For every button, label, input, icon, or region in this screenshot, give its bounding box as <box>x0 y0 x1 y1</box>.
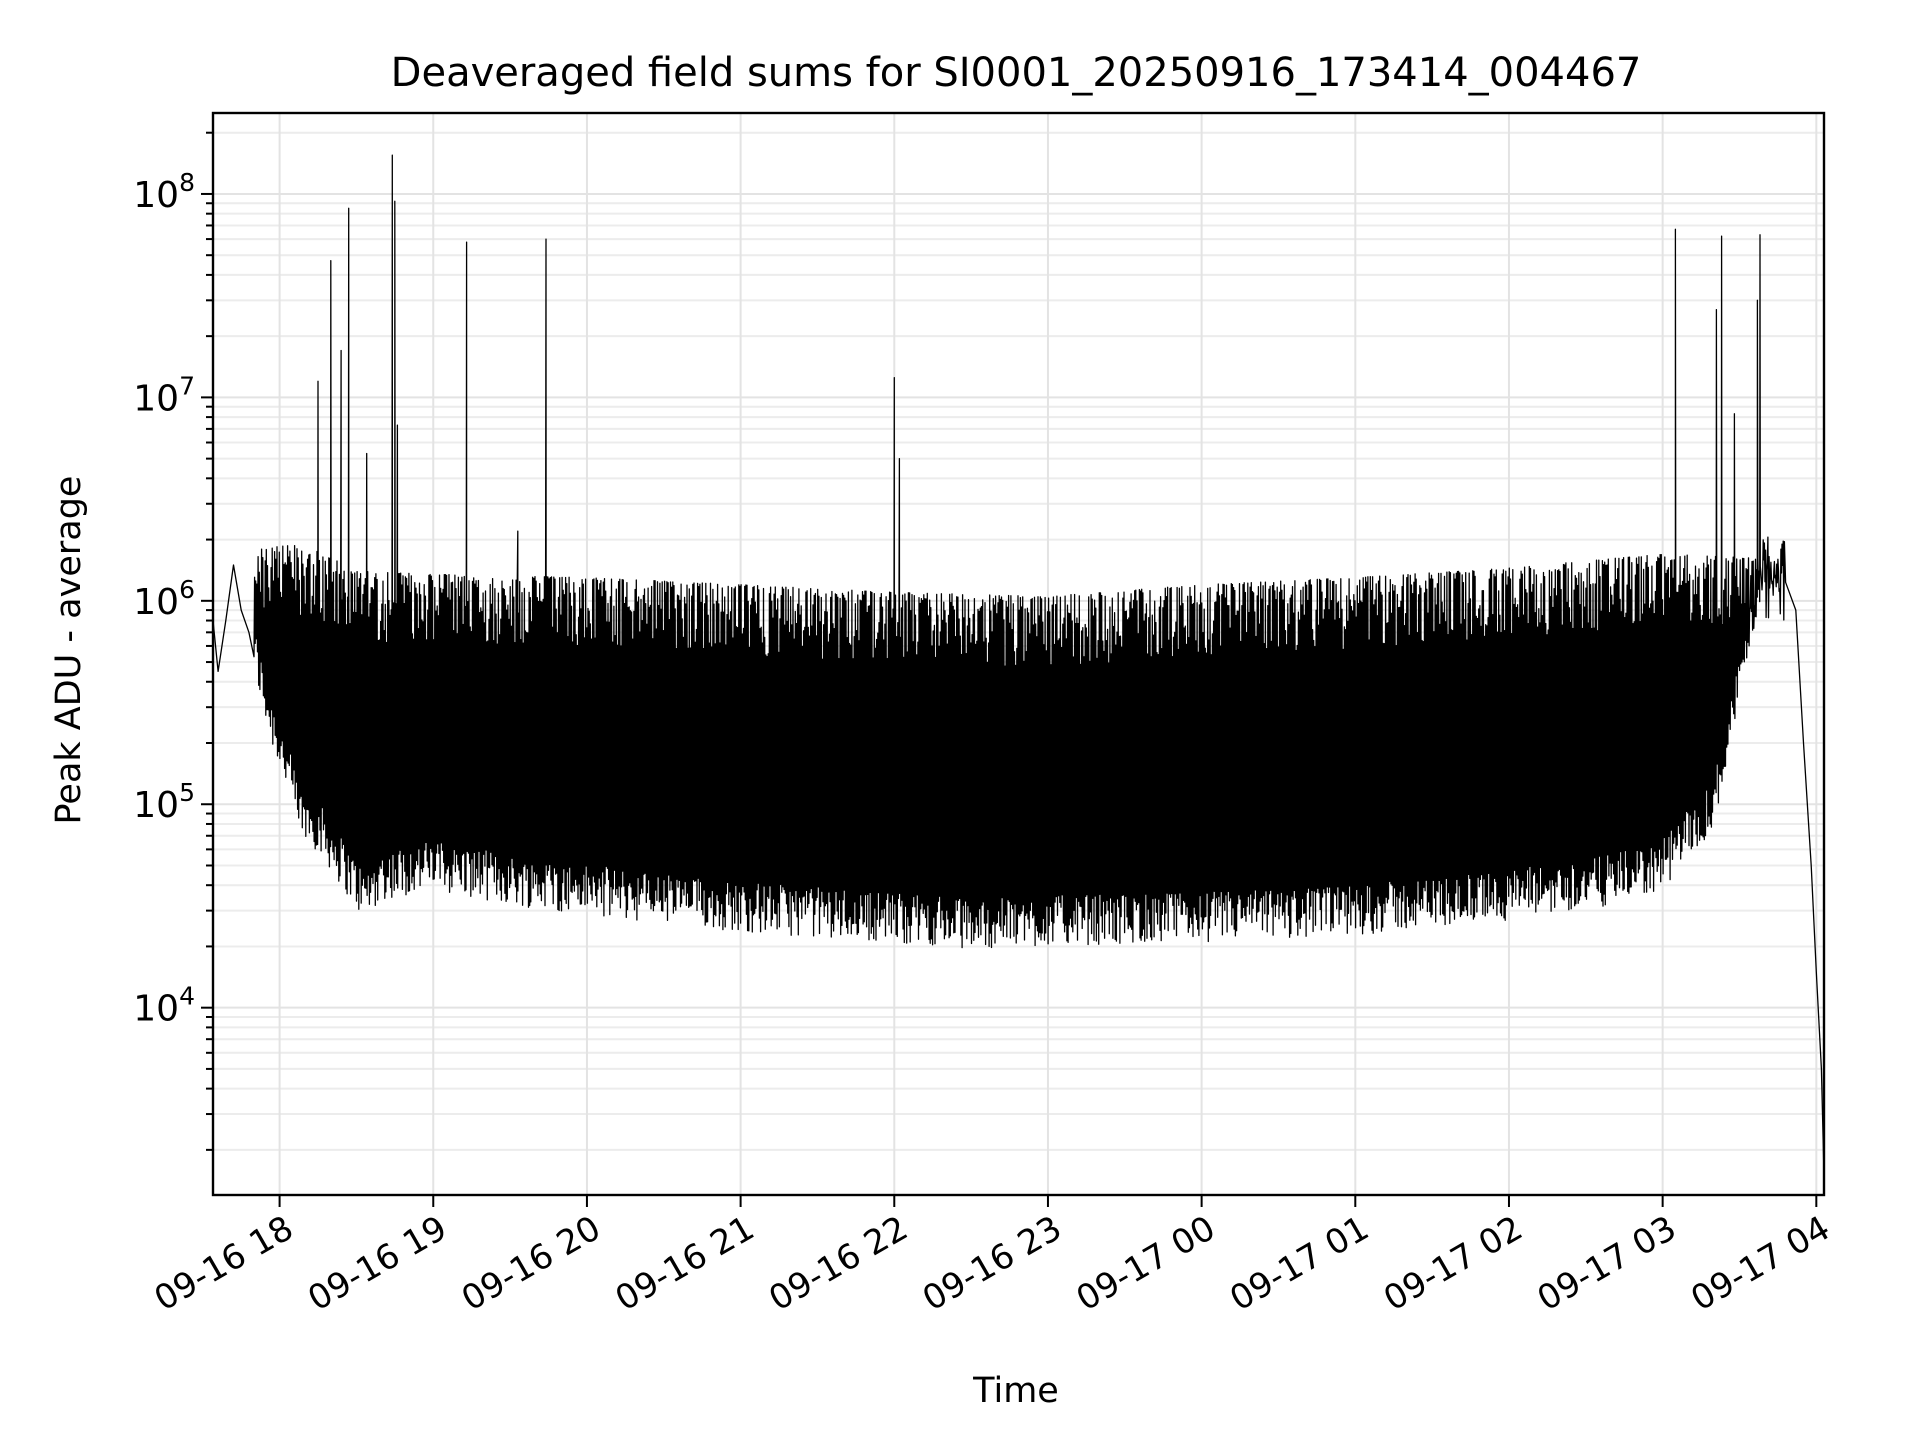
series-line <box>212 154 1825 1176</box>
y-tick-label: 106 <box>133 575 195 623</box>
y-axis-label: Peak ADU - average <box>49 476 89 825</box>
axes-frame <box>211 111 1826 1197</box>
chart-title: Deaveraged field sums for SI0001_2025091… <box>391 50 1642 96</box>
y-tick-label: 105 <box>133 778 195 826</box>
y-tick-label: 108 <box>133 168 195 216</box>
x-axis-label: Time <box>972 1371 1059 1411</box>
y-axis-ticks: 104 105 106 107 108 <box>133 131 213 1151</box>
y-tick-label: 107 <box>133 371 195 419</box>
y-tick-label: 104 <box>133 982 195 1030</box>
